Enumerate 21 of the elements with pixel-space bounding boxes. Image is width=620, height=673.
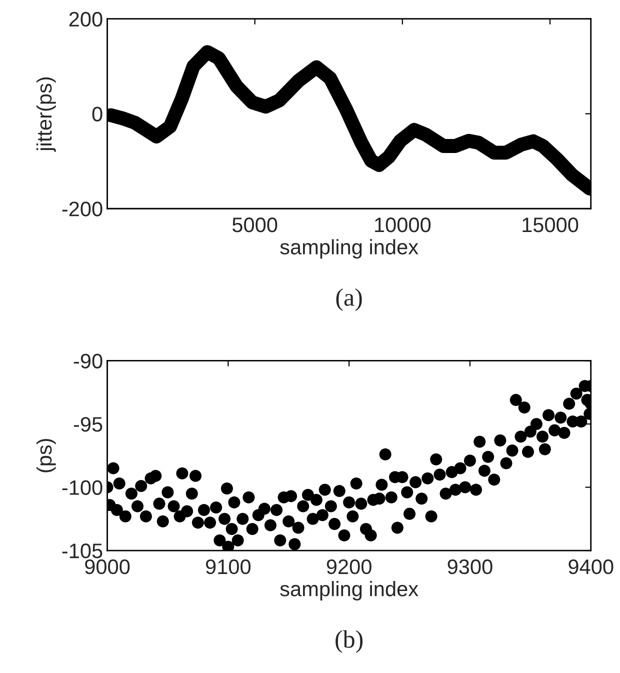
x-tick-label: 9100 bbox=[206, 559, 251, 574]
x-tick-label: 9000 bbox=[85, 559, 130, 574]
x-tick-label: 15000 bbox=[522, 218, 578, 232]
x-tick-label: 9200 bbox=[326, 559, 372, 574]
x-axis-title: sampling index bbox=[280, 239, 418, 259]
y-tick-label: -95 bbox=[74, 416, 102, 432]
x-tick-label: 5000 bbox=[232, 218, 278, 232]
text: (b) bbox=[336, 630, 363, 653]
y-tick-label: -200 bbox=[62, 202, 102, 216]
x-tick-label: 10000 bbox=[375, 218, 431, 232]
y-axis-title: (ps) bbox=[36, 438, 56, 472]
y-tick-label: 0 bbox=[92, 106, 102, 122]
y-tick-label: -100 bbox=[62, 480, 102, 496]
text: (a) bbox=[336, 288, 362, 312]
y-tick-label: 200 bbox=[69, 12, 102, 27]
y-tick-label: -90 bbox=[74, 354, 102, 368]
x-tick-label: 9300 bbox=[448, 559, 492, 574]
x-tick-label: 9400 bbox=[568, 559, 614, 574]
y-tick-label: -105 bbox=[62, 544, 102, 558]
x-axis-title: sampling index bbox=[280, 581, 418, 600]
y-axis-title: jitter(ps) bbox=[36, 77, 56, 152]
